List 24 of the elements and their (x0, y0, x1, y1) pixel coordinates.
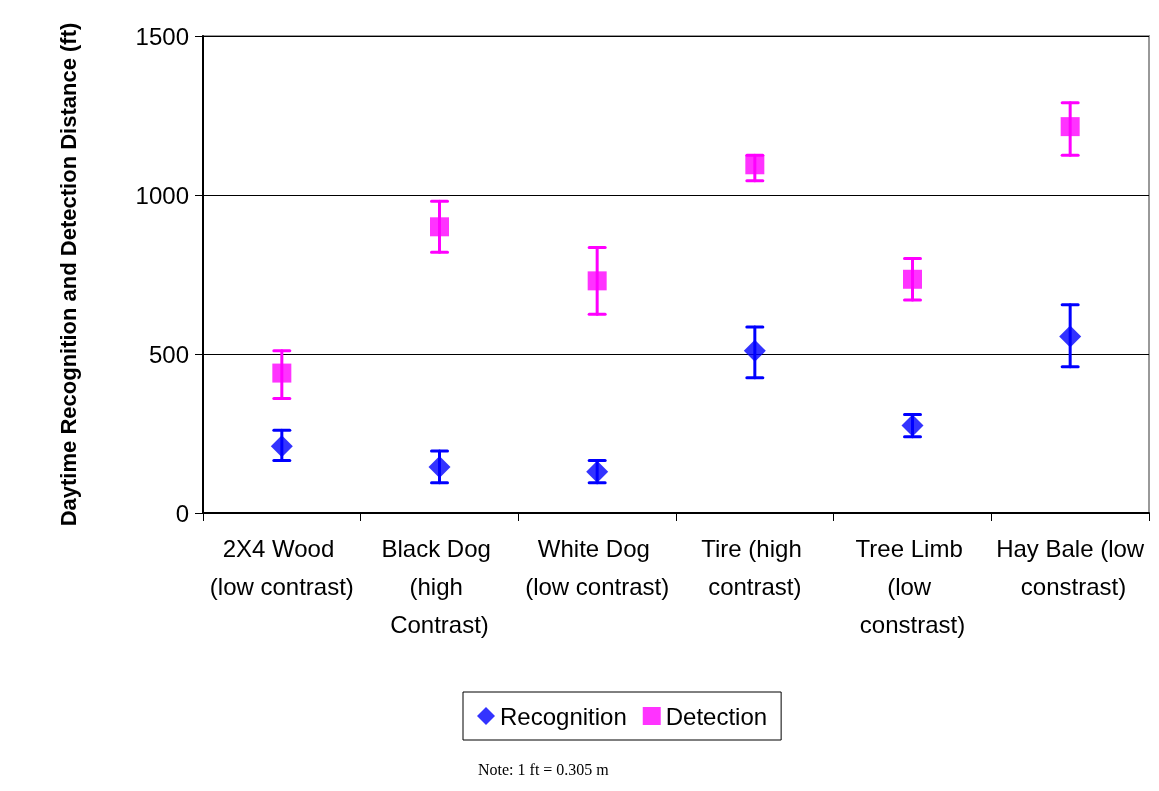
y-tick-label: 1000 (135, 181, 189, 209)
y-axis-title: Daytime Recognition and Detection Distance (ft) (55, 22, 81, 527)
x-tick-label: Tire (high contrast) (701, 534, 809, 600)
y-tick-label: 500 (148, 340, 189, 368)
text: Note: 1 ft = 0.305 m (478, 760, 610, 778)
legend-label: Detection (665, 702, 768, 730)
point (272, 363, 292, 383)
point (587, 271, 607, 291)
x-tick-label: Black Dog (high Contrast) (381, 534, 498, 638)
y-tick-label: 1500 (135, 22, 189, 50)
point (428, 455, 451, 478)
point (270, 435, 293, 458)
point (1060, 117, 1080, 137)
point (745, 155, 765, 175)
x-tick-label: 2X4 Wood (low contrast) (209, 534, 354, 600)
point (1059, 325, 1082, 348)
point (430, 217, 449, 237)
legend-label: Recognition (500, 702, 627, 730)
x-tick-label: Hay Bale (low constrast) (996, 534, 1145, 600)
point (743, 339, 766, 362)
point (903, 269, 922, 289)
y-tick-label: 0 (175, 499, 189, 527)
x-tick-label: White Dog (low contrast) (525, 534, 670, 600)
x-tick-label: Tree Limb (low constrast) (855, 534, 970, 638)
